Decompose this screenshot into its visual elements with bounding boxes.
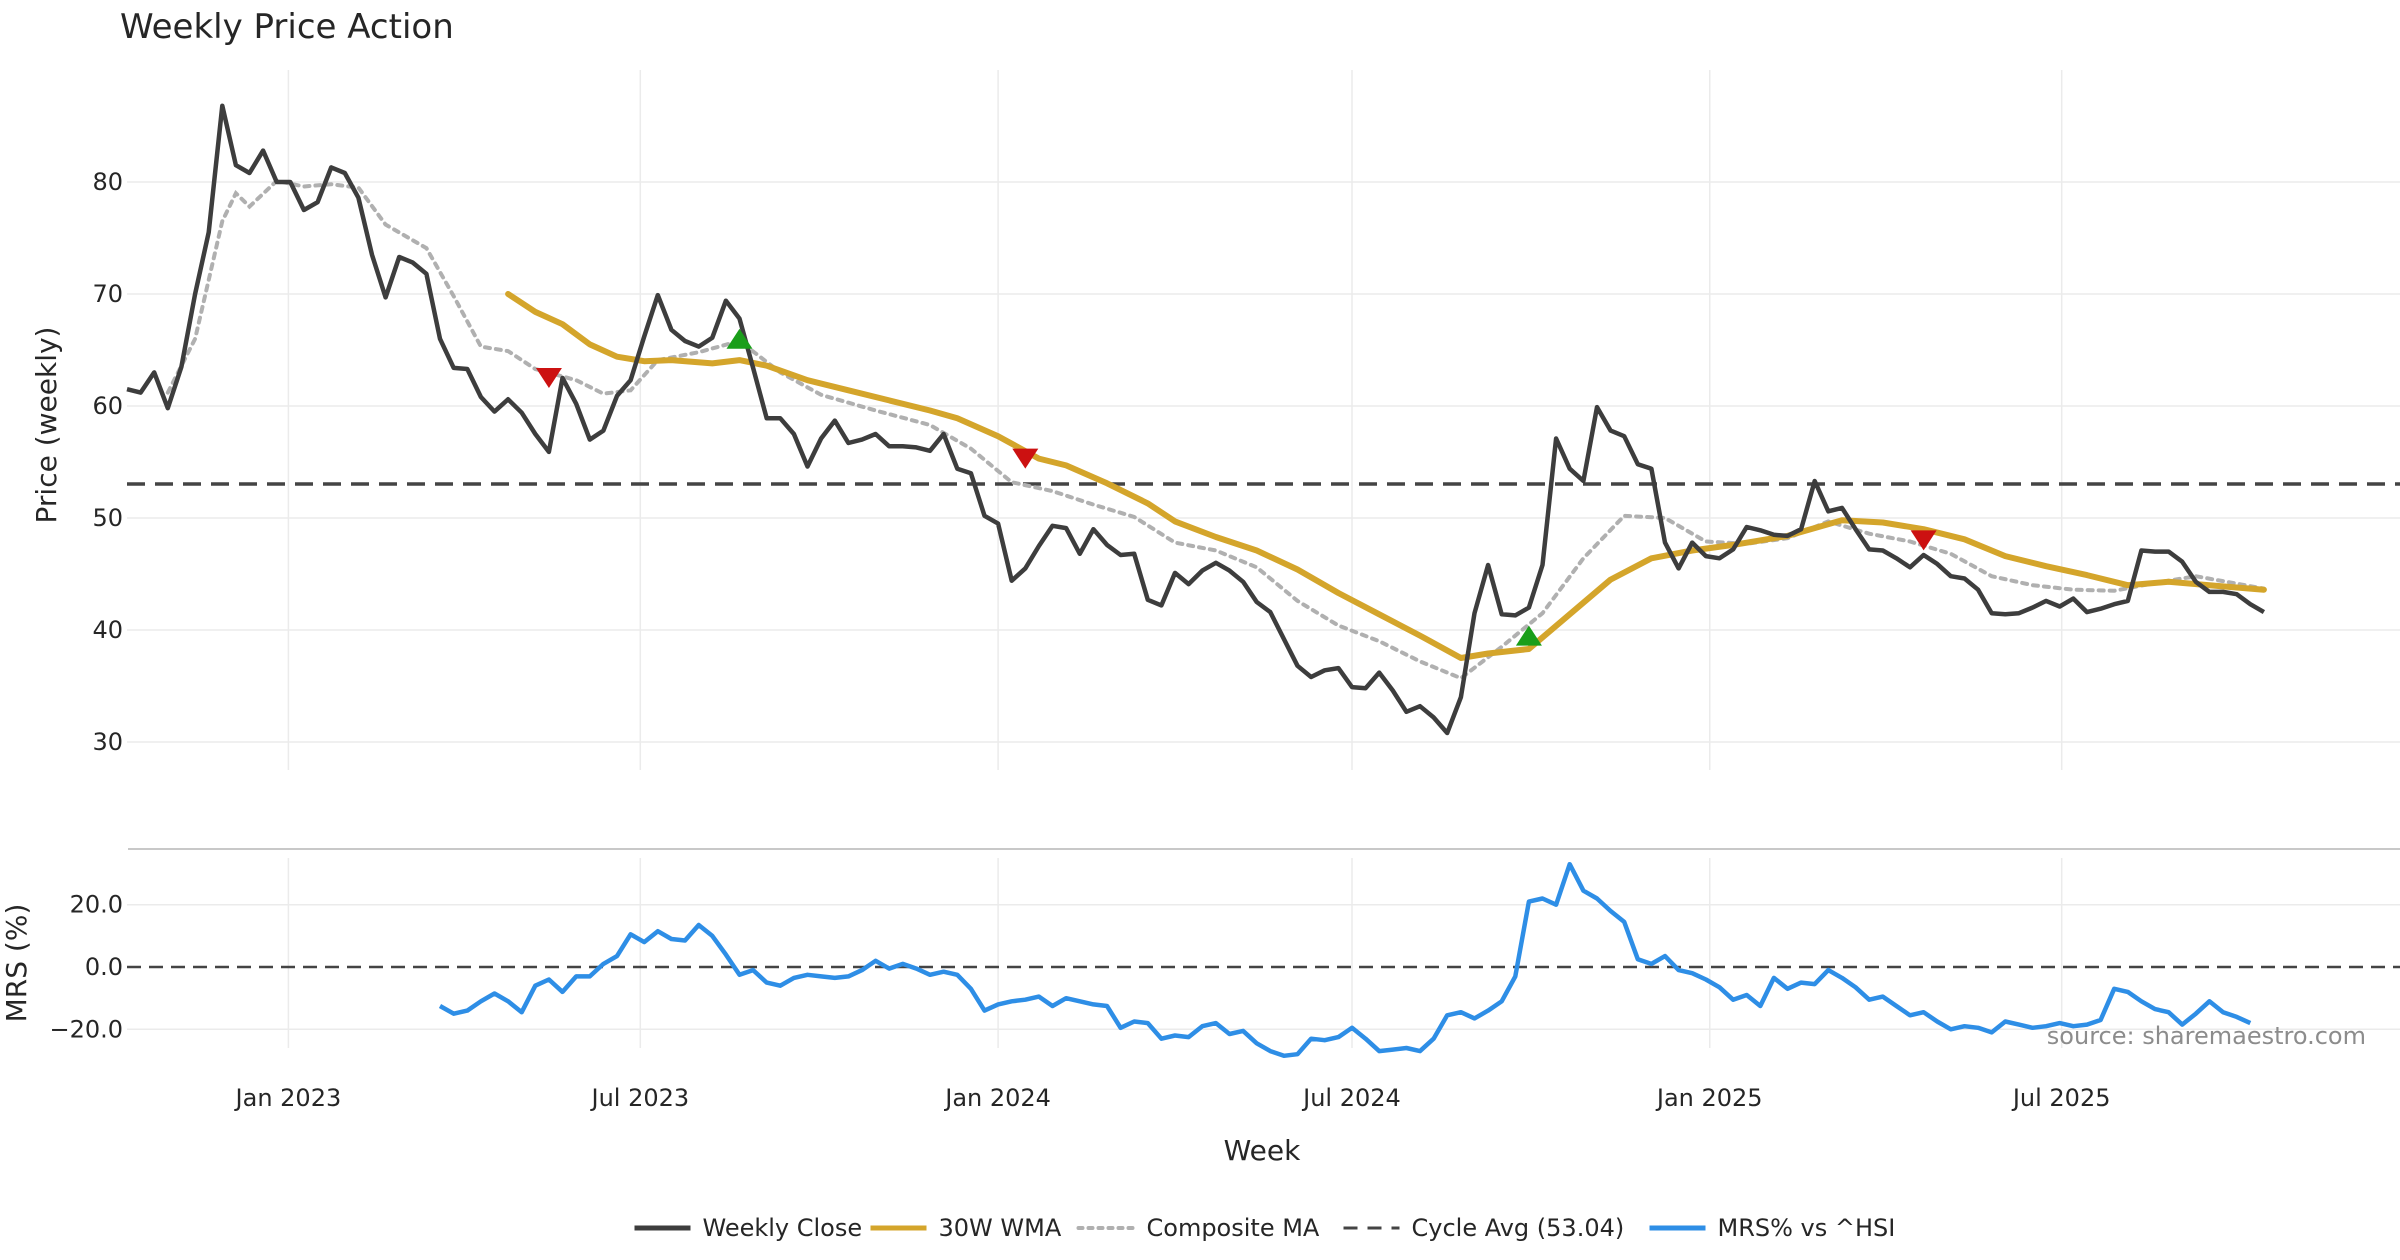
price-y-tick-label: 70 [92,280,123,308]
mrs-y-axis-title: MRS (%) [0,904,33,1023]
mrs-y-tick-label: 20.0 [70,891,123,919]
legend-label: 30W WMA [939,1214,1062,1242]
chart-title: Weekly Price Action [120,7,454,47]
x-tick-label: Jan 2025 [1655,1084,1763,1112]
sell-signal-marker [535,368,562,388]
x-tick-label: Jul 2023 [589,1084,689,1112]
mrs-y-tick-label: −20.0 [49,1015,123,1043]
legend-item: Composite MA [1076,1214,1320,1242]
buy-signal-marker [1515,625,1542,646]
sell-signal-marker [1012,448,1039,469]
x-tick-label: Jan 2023 [234,1084,342,1112]
legend-item: 30W WMA [870,1214,1062,1242]
price-y-tick-label: 50 [92,504,123,532]
mrs-line [438,861,2252,1059]
mrs-y-tick-label: 0.0 [85,953,123,981]
legend-item: Cycle Avg (53.04) [1343,1214,1625,1242]
x-axis: Jan 2023 Jul 2023 Jan 2024 Jul 2024 Jan 2025… [234,1084,2111,1112]
legend: Weekly Close 30W WMA Composite MA Cycle Avg… [634,1214,1896,1242]
price-panel: 30 40 50 60 70 80 Price (weekly) [30,70,2400,770]
legend-item: Weekly Close [634,1214,863,1242]
legend-label: MRS% vs ^HSI [1718,1214,1896,1242]
mrs-y-axis: 20.0 0.0 −20.0 [49,891,123,1044]
buy-signal-marker [726,328,753,349]
price-y-axis-title: Price (weekly) [30,327,63,524]
legend-label: Weekly Close [703,1214,863,1242]
x-tick-label: Jan 2024 [943,1084,1051,1112]
weekly-close-line [126,103,2266,736]
mrs-panel: 20.0 0.0 −20.0 MRS (%) source: sharemaestr… [0,858,2400,1059]
x-tick-label: Jul 2024 [1301,1084,1401,1112]
x-tick-label: Jul 2025 [2011,1084,2111,1112]
price-y-tick-label: 30 [92,728,123,756]
price-y-tick-label: 80 [92,168,123,196]
x-axis-title: Week [1224,1134,1301,1167]
legend-item: MRS% vs ^HSI [1649,1214,1896,1242]
sell-signal-marker [1910,530,1937,551]
price-y-tick-label: 60 [92,392,123,420]
wma-30w-line [505,291,2267,661]
legend-label: Composite MA [1147,1214,1320,1242]
source-annotation: source: sharemaestro.com [2047,1022,2366,1050]
composite-ma-line [165,178,2266,681]
signal-markers [535,328,1937,646]
price-gridlines [127,70,2400,770]
price-y-tick-label: 40 [92,616,123,644]
legend-label: Cycle Avg (53.04) [1412,1214,1625,1242]
mrs-gridlines [127,858,2400,1048]
price-y-axis: 30 40 50 60 70 80 [92,168,123,756]
